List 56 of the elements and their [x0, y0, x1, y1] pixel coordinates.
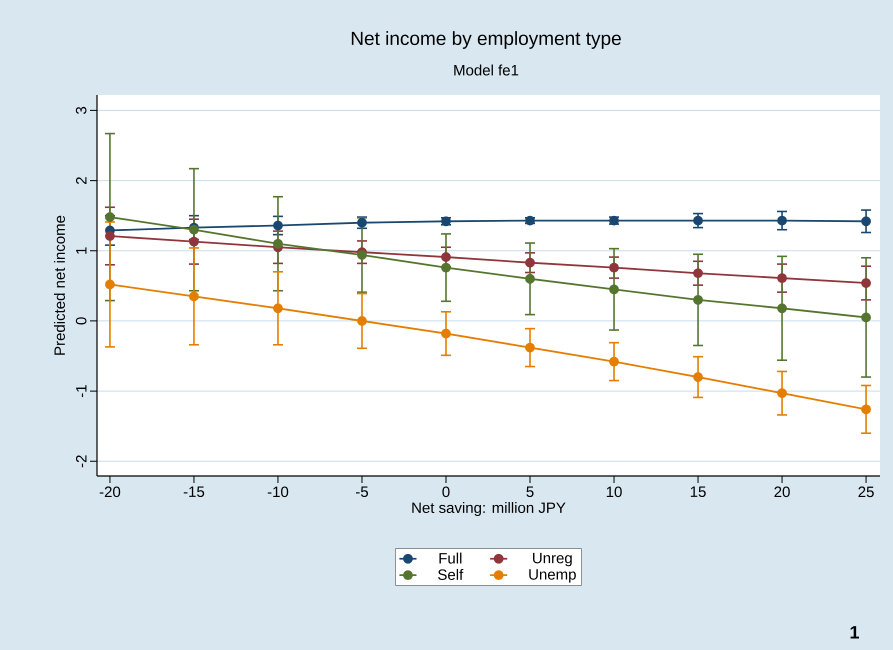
point	[525, 342, 535, 352]
point	[693, 372, 703, 382]
point	[441, 262, 451, 272]
x-tick-label: -20	[100, 486, 120, 498]
x-tick-label: 15	[690, 486, 706, 497]
point	[525, 274, 535, 284]
point	[693, 294, 703, 305]
point	[441, 252, 451, 262]
point	[189, 291, 199, 302]
point	[357, 316, 367, 326]
point	[777, 216, 787, 226]
y-tick-label: -2	[76, 455, 86, 468]
legend-label: Self	[438, 568, 464, 580]
point	[105, 212, 115, 222]
x-tick-label: 0	[442, 486, 450, 498]
point	[609, 262, 619, 272]
y-tick-label: 1	[76, 247, 86, 254]
x-tick-label: 25	[858, 486, 874, 498]
point	[861, 278, 871, 288]
point	[861, 312, 871, 322]
point	[273, 238, 283, 249]
x-tick-label: 20	[774, 486, 790, 498]
point	[105, 231, 115, 241]
y-tick-label: 2	[76, 177, 86, 184]
point	[609, 284, 619, 294]
chart-subtitle: Model fe1	[454, 64, 518, 76]
point	[609, 356, 619, 367]
point	[693, 268, 703, 278]
point	[441, 328, 451, 338]
legend-label: Unreg	[533, 552, 572, 566]
point	[777, 273, 787, 284]
point	[693, 216, 703, 226]
point	[525, 258, 535, 268]
point	[861, 404, 871, 414]
legend-label: Unemp	[529, 569, 576, 583]
legend-label: Full	[439, 552, 462, 564]
point	[273, 303, 283, 314]
chart-title: Net income by employment type	[352, 31, 621, 49]
x-tick-label: 5	[526, 486, 534, 497]
point	[357, 250, 367, 260]
y-tick-label: -1	[76, 385, 86, 398]
x-axis-title: Net saving: million JPY	[412, 502, 566, 516]
point	[861, 216, 871, 226]
y-tick-label: 3	[76, 106, 86, 114]
y-tick-label: 0	[76, 317, 86, 325]
text: 1	[850, 626, 859, 638]
point	[777, 303, 787, 314]
point	[105, 280, 115, 290]
point	[273, 220, 283, 230]
y-axis-title: Predicted net income	[54, 216, 65, 355]
x-tick-label: -5	[356, 486, 368, 497]
x-tick-label: -10	[268, 486, 288, 498]
point	[777, 388, 787, 398]
x-tick-label: -15	[184, 486, 204, 497]
point	[189, 236, 199, 247]
x-tick-label: 10	[606, 486, 622, 498]
